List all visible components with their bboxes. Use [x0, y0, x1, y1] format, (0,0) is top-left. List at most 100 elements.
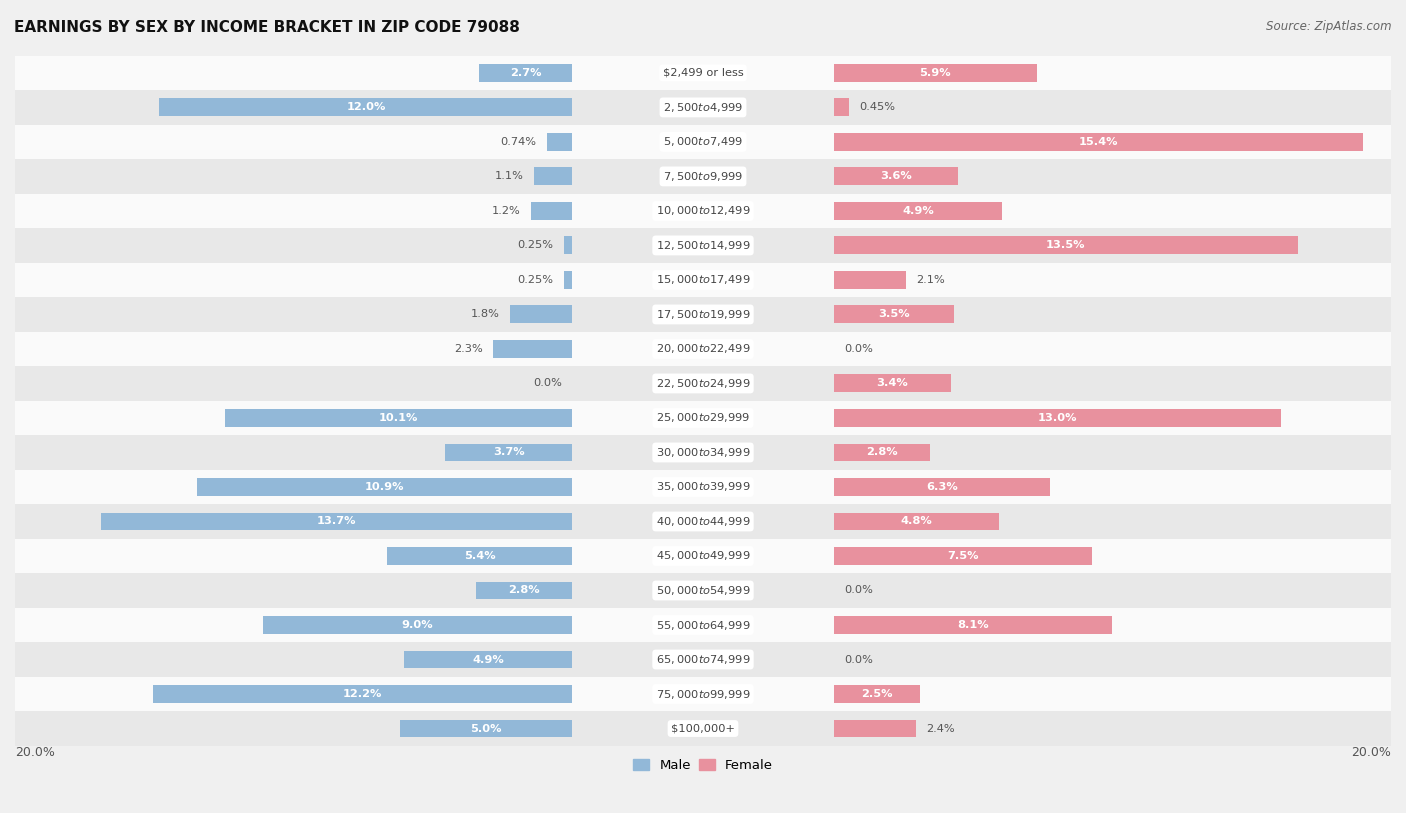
- Text: $2,499 or less: $2,499 or less: [662, 68, 744, 78]
- Text: 5.9%: 5.9%: [920, 68, 950, 78]
- Text: $7,500 to $9,999: $7,500 to $9,999: [664, 170, 742, 183]
- Text: 0.74%: 0.74%: [501, 137, 537, 147]
- Text: 0.45%: 0.45%: [859, 102, 896, 112]
- Bar: [834, 133, 1364, 151]
- Bar: [15, 401, 1391, 435]
- Bar: [834, 64, 1036, 82]
- Text: 10.1%: 10.1%: [378, 413, 418, 423]
- Bar: [834, 512, 998, 530]
- Text: 10.9%: 10.9%: [366, 482, 405, 492]
- Text: 13.0%: 13.0%: [1038, 413, 1077, 423]
- Text: $40,000 to $44,999: $40,000 to $44,999: [655, 515, 751, 528]
- Text: $15,000 to $17,499: $15,000 to $17,499: [655, 273, 751, 286]
- Bar: [834, 237, 1298, 254]
- Bar: [15, 332, 1391, 366]
- Bar: [564, 271, 572, 289]
- Bar: [15, 608, 1391, 642]
- Bar: [15, 470, 1391, 504]
- Bar: [15, 711, 1391, 746]
- Text: 8.1%: 8.1%: [957, 620, 988, 630]
- Text: 4.9%: 4.9%: [472, 654, 503, 664]
- Text: 0.0%: 0.0%: [533, 379, 562, 389]
- Text: $2,500 to $4,999: $2,500 to $4,999: [664, 101, 742, 114]
- Text: $35,000 to $39,999: $35,000 to $39,999: [655, 480, 751, 493]
- Text: $12,500 to $14,999: $12,500 to $14,999: [655, 239, 751, 252]
- Bar: [15, 55, 1391, 90]
- Text: 0.0%: 0.0%: [844, 654, 873, 664]
- Legend: Male, Female: Male, Female: [627, 754, 779, 777]
- Text: 13.5%: 13.5%: [1046, 241, 1085, 250]
- Text: 1.1%: 1.1%: [495, 172, 524, 181]
- Bar: [15, 124, 1391, 159]
- Text: $100,000+: $100,000+: [671, 724, 735, 733]
- Bar: [531, 202, 572, 220]
- Bar: [153, 685, 572, 703]
- Text: $65,000 to $74,999: $65,000 to $74,999: [655, 653, 751, 666]
- Text: 12.0%: 12.0%: [346, 102, 385, 112]
- Text: $10,000 to $12,499: $10,000 to $12,499: [655, 204, 751, 217]
- Bar: [834, 685, 920, 703]
- Text: 2.8%: 2.8%: [509, 585, 540, 595]
- Bar: [834, 167, 957, 185]
- Text: $17,500 to $19,999: $17,500 to $19,999: [655, 308, 751, 321]
- Bar: [834, 98, 849, 116]
- Bar: [834, 444, 929, 462]
- Bar: [547, 133, 572, 151]
- Text: $75,000 to $99,999: $75,000 to $99,999: [655, 688, 751, 701]
- Bar: [446, 444, 572, 462]
- Text: 12.2%: 12.2%: [343, 689, 382, 699]
- Text: $30,000 to $34,999: $30,000 to $34,999: [655, 446, 751, 459]
- Text: 9.0%: 9.0%: [402, 620, 433, 630]
- Bar: [834, 375, 950, 393]
- Bar: [15, 193, 1391, 228]
- Text: 6.3%: 6.3%: [927, 482, 957, 492]
- Text: 15.4%: 15.4%: [1078, 137, 1118, 147]
- Bar: [15, 366, 1391, 401]
- Bar: [15, 435, 1391, 470]
- Bar: [387, 547, 572, 565]
- Bar: [15, 228, 1391, 263]
- Text: 3.4%: 3.4%: [876, 379, 908, 389]
- Text: 20.0%: 20.0%: [15, 746, 55, 759]
- Text: 20.0%: 20.0%: [1351, 746, 1391, 759]
- Text: $45,000 to $49,999: $45,000 to $49,999: [655, 550, 751, 563]
- Text: 3.7%: 3.7%: [494, 447, 524, 458]
- Bar: [564, 237, 572, 254]
- Bar: [494, 340, 572, 358]
- Text: $25,000 to $29,999: $25,000 to $29,999: [655, 411, 751, 424]
- Bar: [534, 167, 572, 185]
- Bar: [834, 616, 1112, 634]
- Text: 1.8%: 1.8%: [471, 310, 501, 320]
- Bar: [401, 720, 572, 737]
- Text: 2.8%: 2.8%: [866, 447, 897, 458]
- Text: 7.5%: 7.5%: [948, 551, 979, 561]
- Text: 5.0%: 5.0%: [471, 724, 502, 733]
- Text: 0.0%: 0.0%: [844, 585, 873, 595]
- Text: 4.8%: 4.8%: [900, 516, 932, 527]
- Bar: [159, 98, 572, 116]
- Text: 5.4%: 5.4%: [464, 551, 495, 561]
- Bar: [15, 504, 1391, 539]
- Text: 0.25%: 0.25%: [517, 275, 554, 285]
- Text: EARNINGS BY SEX BY INCOME BRACKET IN ZIP CODE 79088: EARNINGS BY SEX BY INCOME BRACKET IN ZIP…: [14, 20, 520, 35]
- Text: $5,000 to $7,499: $5,000 to $7,499: [664, 136, 742, 149]
- Bar: [15, 159, 1391, 193]
- Bar: [225, 409, 572, 427]
- Text: $20,000 to $22,499: $20,000 to $22,499: [655, 342, 751, 355]
- Bar: [834, 547, 1091, 565]
- Bar: [15, 676, 1391, 711]
- Bar: [197, 478, 572, 496]
- Bar: [834, 720, 917, 737]
- Bar: [479, 64, 572, 82]
- Bar: [834, 306, 955, 324]
- Text: 0.25%: 0.25%: [517, 241, 554, 250]
- Text: 4.9%: 4.9%: [903, 206, 934, 216]
- Bar: [15, 642, 1391, 676]
- Text: 13.7%: 13.7%: [316, 516, 356, 527]
- Bar: [15, 539, 1391, 573]
- Bar: [15, 90, 1391, 124]
- Text: 1.2%: 1.2%: [492, 206, 520, 216]
- Bar: [834, 409, 1281, 427]
- Bar: [834, 202, 1002, 220]
- Text: 3.6%: 3.6%: [880, 172, 911, 181]
